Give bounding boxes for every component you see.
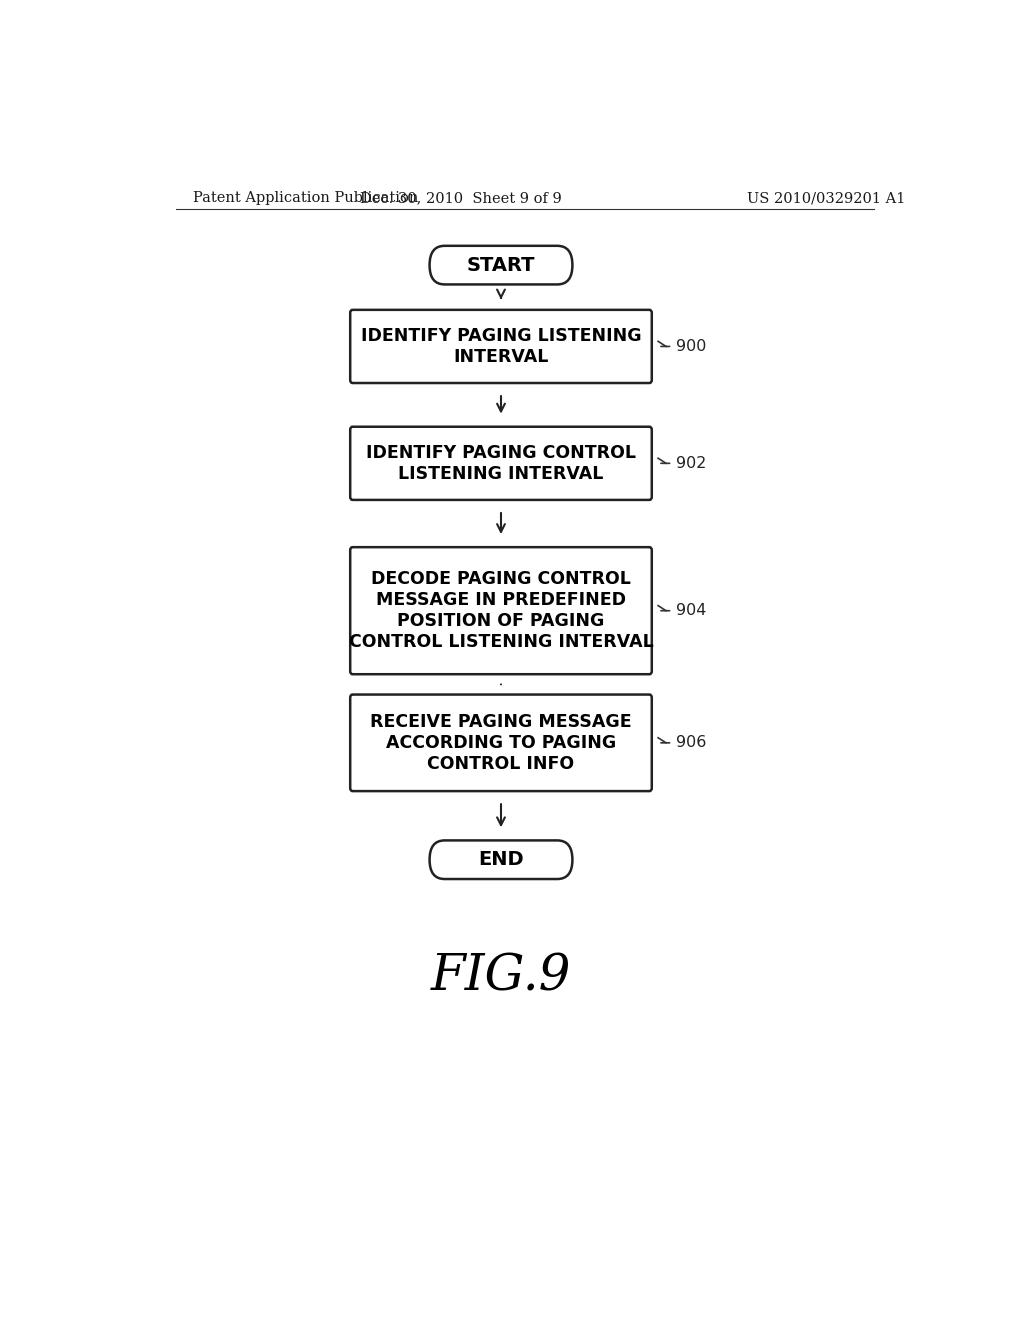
Text: 904: 904 xyxy=(677,603,707,618)
FancyBboxPatch shape xyxy=(350,548,651,675)
FancyBboxPatch shape xyxy=(350,694,651,791)
Text: START: START xyxy=(467,256,536,275)
Text: Dec. 30, 2010  Sheet 9 of 9: Dec. 30, 2010 Sheet 9 of 9 xyxy=(360,191,562,205)
Text: US 2010/0329201 A1: US 2010/0329201 A1 xyxy=(748,191,905,205)
Text: DECODE PAGING CONTROL
MESSAGE IN PREDEFINED
POSITION OF PAGING
CONTROL LISTENING: DECODE PAGING CONTROL MESSAGE IN PREDEFI… xyxy=(348,570,653,651)
Text: FIG.9: FIG.9 xyxy=(431,952,571,1002)
Text: 902: 902 xyxy=(677,455,707,471)
FancyBboxPatch shape xyxy=(430,246,572,284)
Text: IDENTIFY PAGING LISTENING
INTERVAL: IDENTIFY PAGING LISTENING INTERVAL xyxy=(360,327,641,366)
Text: END: END xyxy=(478,850,524,869)
Text: Patent Application Publication: Patent Application Publication xyxy=(194,191,419,205)
FancyBboxPatch shape xyxy=(430,841,572,879)
Text: IDENTIFY PAGING CONTROL
LISTENING INTERVAL: IDENTIFY PAGING CONTROL LISTENING INTERV… xyxy=(366,444,636,483)
FancyBboxPatch shape xyxy=(350,426,651,500)
FancyBboxPatch shape xyxy=(350,310,651,383)
Text: 900: 900 xyxy=(677,339,707,354)
Text: RECEIVE PAGING MESSAGE
ACCORDING TO PAGING
CONTROL INFO: RECEIVE PAGING MESSAGE ACCORDING TO PAGI… xyxy=(371,713,632,772)
Text: 906: 906 xyxy=(677,735,707,750)
